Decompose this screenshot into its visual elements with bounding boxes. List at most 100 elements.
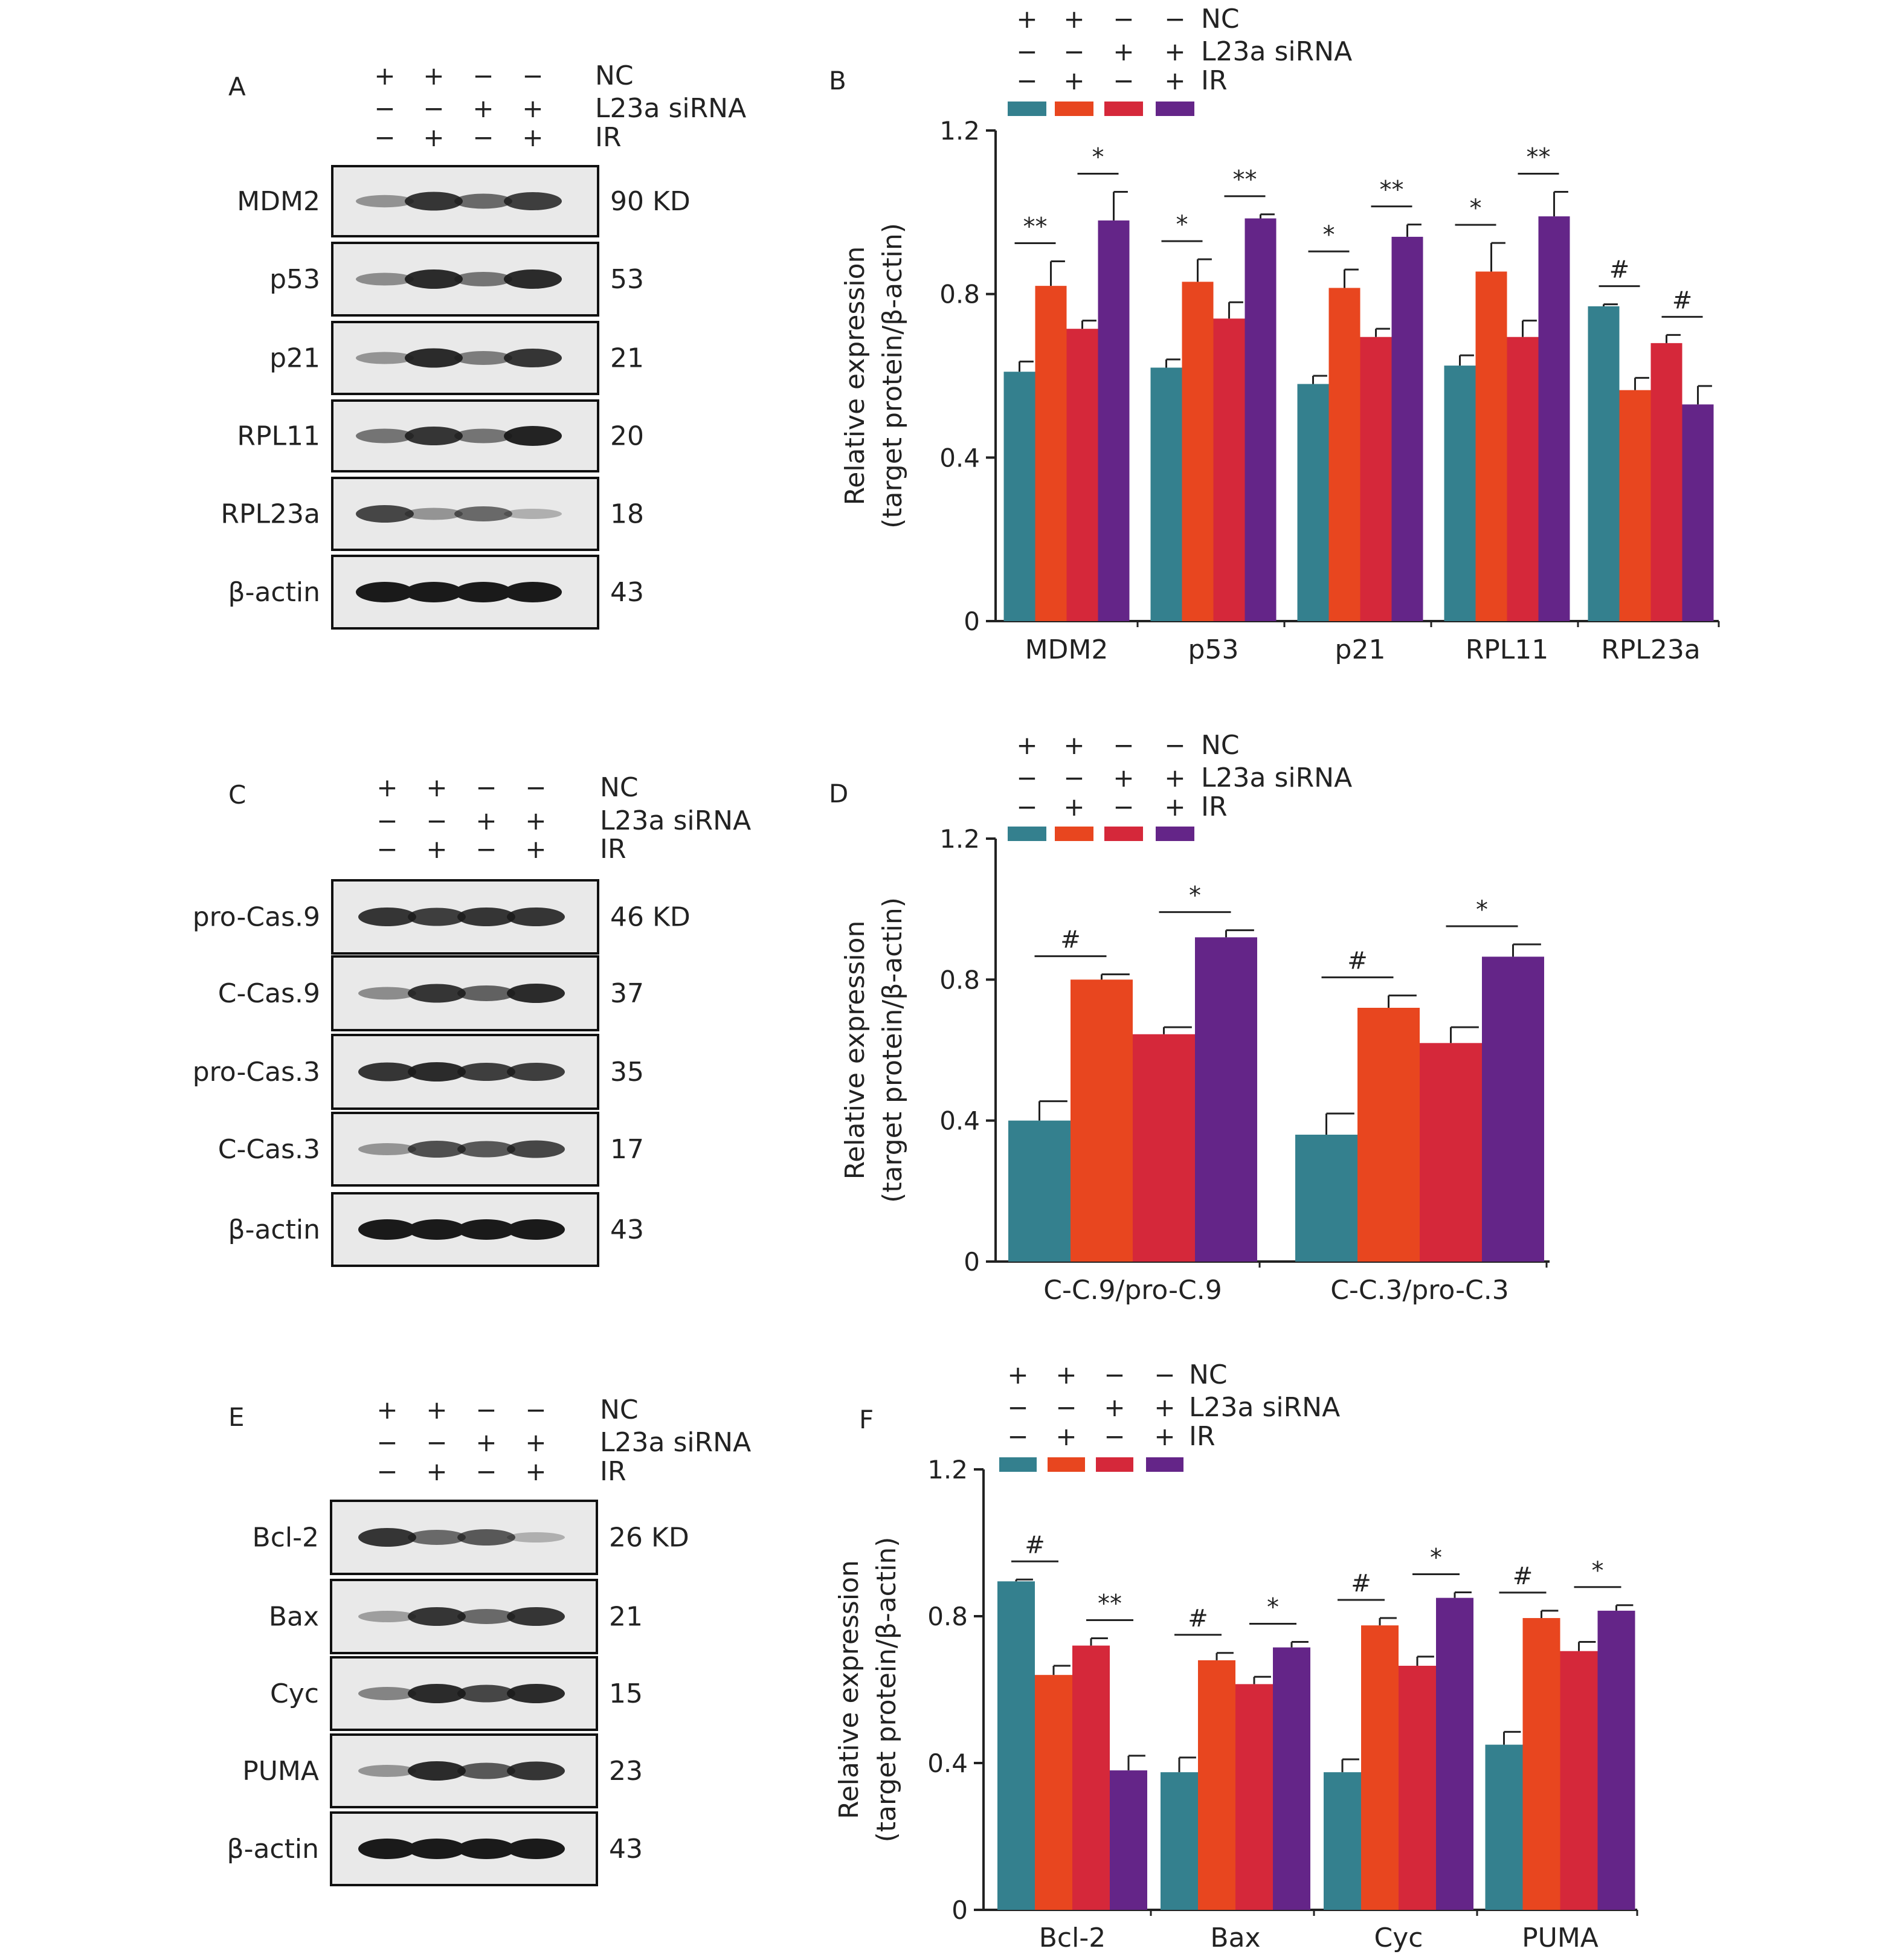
protein-band [504, 269, 562, 289]
bar-siRNA_IR [1098, 220, 1130, 621]
y-tick-label: 0.8 [939, 280, 980, 309]
protein-name: C-Cas.9 [218, 978, 320, 1009]
protein-name: pro-Cas.3 [193, 1057, 320, 1088]
panel-letter: A [228, 72, 246, 102]
protein-name: MDM2 [237, 186, 320, 217]
treatment-label: NC [595, 60, 634, 91]
treatment-sign: − [1016, 763, 1037, 793]
y-tick-label: 0.4 [939, 443, 980, 472]
treatment-sign: − [525, 773, 546, 802]
significance-mark: # [1672, 286, 1693, 314]
treatment-sign: + [1055, 1422, 1077, 1451]
treatment-sign: − [1016, 37, 1037, 66]
bar-NC [1295, 1135, 1357, 1262]
bar-NC [1161, 1772, 1198, 1910]
blot-strip: β-actin 43 [228, 555, 644, 630]
treatment-label: L23a siRNA [1201, 762, 1352, 793]
protein-band [358, 1611, 416, 1622]
protein-band [507, 1684, 565, 1703]
treatment-label: NC [1201, 4, 1240, 34]
significance-mark: ** [1380, 176, 1404, 204]
protein-band [356, 195, 414, 208]
bar-NC_IR [1522, 1618, 1560, 1910]
protein-band [408, 1684, 466, 1703]
treatment-sign: − [475, 773, 497, 802]
bar-siRNA_IR [1273, 1647, 1310, 1910]
treatment-sign: + [1113, 763, 1134, 793]
protein-size: 15 [609, 1678, 643, 1709]
blot-strip: β-actin 43 [227, 1811, 643, 1886]
significance-mark: * [1476, 896, 1488, 924]
significance-mark: * [1470, 195, 1482, 222]
significance-mark: ** [1527, 144, 1551, 172]
bar-siRNA_IR [1538, 216, 1570, 622]
protein-band [457, 985, 515, 1001]
protein-name: β-actin [227, 1834, 319, 1865]
protein-band [504, 509, 562, 519]
bar-NC [1444, 366, 1476, 621]
category-label: C-C.3/pro-C.3 [1330, 1275, 1509, 1306]
bar-NC_IR [1198, 1660, 1235, 1910]
significance-mark: * [1092, 144, 1104, 172]
legend-swatch-NC_IR [1048, 1457, 1085, 1472]
bar-NC_IR [1182, 282, 1214, 621]
bar-NC [1297, 384, 1329, 621]
protein-name: RPL11 [237, 421, 320, 452]
protein-band [358, 1143, 416, 1155]
significance-mark: ** [1098, 1590, 1122, 1617]
treatment-sign: + [376, 773, 398, 802]
treatment-sign: − [522, 61, 543, 91]
protein-band [454, 428, 512, 443]
treatment-sign: + [1055, 1360, 1077, 1390]
protein-band [358, 1687, 416, 1700]
treatment-sign: + [1016, 4, 1037, 34]
legend-swatch-siRNA [1104, 102, 1143, 116]
treatment-sign: − [475, 1457, 497, 1486]
bar-chart-D: D+ + − − NC− − + + L23a siRNA− + − + IR00.40.81.2Rel… [829, 730, 1550, 1306]
protein-size: 37 [610, 978, 644, 1009]
legend-swatch-siRNA_IR [1146, 1457, 1183, 1472]
bar-NC_IR [1361, 1625, 1399, 1910]
protein-band [454, 582, 512, 602]
treatment-sign: − [1113, 792, 1134, 822]
treatment-sign: + [525, 834, 546, 864]
bar-siRNA_IR [1195, 937, 1257, 1262]
protein-band [457, 1839, 515, 1859]
treatment-sign: + [426, 834, 447, 864]
treatment-sign: + [376, 1395, 398, 1425]
protein-name: β-actin [228, 577, 320, 608]
protein-size: 23 [609, 1756, 643, 1787]
panel-letter: B [829, 66, 846, 95]
protein-band [507, 907, 565, 926]
treatment-sign: + [475, 806, 497, 836]
blot-strip: pro-Cas.3 35 [193, 1034, 644, 1110]
protein-band [356, 428, 414, 443]
y-tick-label: 0.8 [927, 1602, 968, 1631]
bar-NC_IR [1035, 286, 1067, 622]
y-axis-label: (target protein/β-actin) [877, 897, 908, 1203]
protein-band [457, 1762, 515, 1779]
treatment-sign: − [1164, 4, 1185, 34]
blot-strip: RPL23a 18 [221, 477, 644, 551]
treatment-label: L23a siRNA [600, 805, 751, 836]
treatment-sign: + [1063, 792, 1084, 822]
blot-strip: Cyc 15 [270, 1656, 643, 1731]
treatment-label: IR [1201, 65, 1228, 96]
treatment-sign: − [472, 61, 494, 91]
protein-name: Cyc [270, 1678, 319, 1709]
protein-band [457, 1684, 515, 1703]
protein-size: 90 KD [610, 186, 691, 217]
panel-letter: D [829, 779, 848, 808]
category-label: MDM2 [1025, 634, 1109, 665]
panel-letter: C [228, 780, 246, 810]
significance-mark: * [1189, 882, 1201, 910]
legend-swatch-siRNA [1104, 827, 1143, 841]
bar-siRNA [1560, 1651, 1598, 1910]
y-tick-label: 1.2 [927, 1455, 968, 1485]
legend-swatch-siRNA_IR [1156, 102, 1194, 116]
y-tick-label: 0 [964, 1247, 980, 1277]
treatment-sign: + [1016, 730, 1037, 760]
protein-name: PUMA [242, 1756, 319, 1787]
significance-mark: * [1323, 221, 1335, 249]
